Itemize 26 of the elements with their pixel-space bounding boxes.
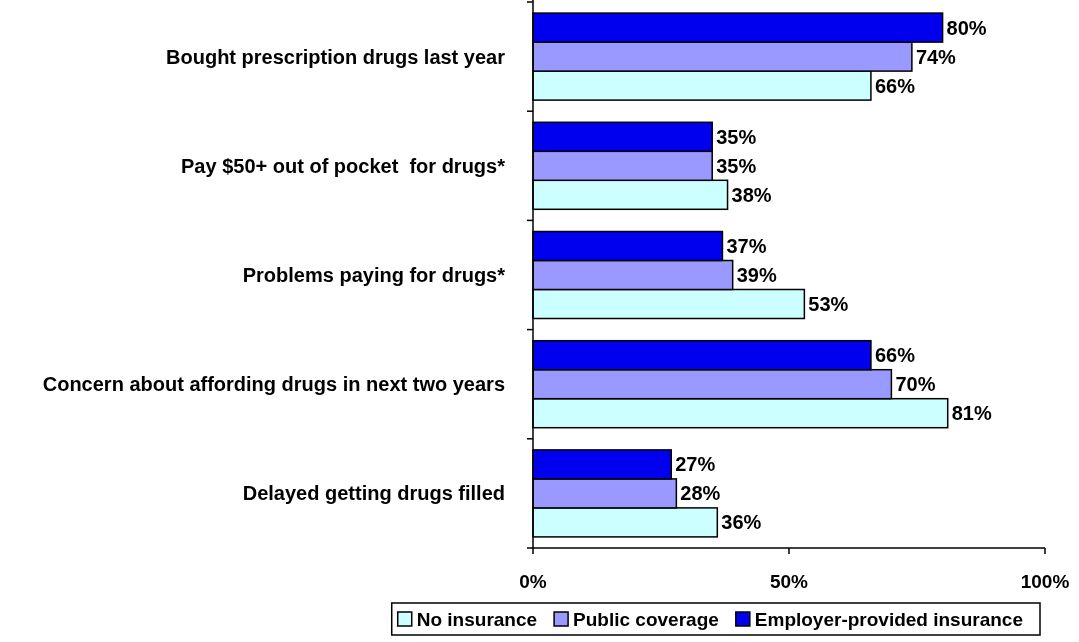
data-label: 66%: [874, 74, 916, 97]
legend-label: Employer-provided insurance: [754, 608, 1024, 630]
data-label: 80%: [946, 16, 987, 39]
x-tick-label: 100%: [1020, 571, 1070, 592]
data-label: 39%: [736, 264, 777, 286]
data-label: 35%: [716, 154, 757, 177]
y-tick-label: Bought prescription drugs last year: [166, 45, 506, 68]
data-label: 35%: [716, 125, 757, 148]
data-label: 38%: [731, 183, 772, 206]
data-label: 36%: [721, 511, 762, 534]
data-label: 70%: [895, 373, 936, 396]
x-tick-label: 0%: [519, 571, 547, 592]
y-tick-label: Concern about affording drugs in next two years: [42, 373, 505, 396]
data-label: 37%: [726, 235, 767, 257]
y-tick-label: Pay $50+ out of pocket for drugs*: [181, 154, 506, 177]
data-label: 74%: [915, 45, 957, 68]
data-label: 66%: [874, 344, 916, 367]
legend-label: Public coverage: [573, 608, 719, 630]
data-label: 28%: [680, 482, 721, 505]
data-label: 27%: [675, 453, 716, 476]
y-tick-label: Problems paying for drugs*: [242, 264, 506, 286]
y-tick-label: Delayed getting drugs filled: [242, 482, 505, 505]
data-label: 53%: [808, 293, 849, 315]
x-tick-label: 50%: [769, 571, 809, 592]
data-label: 81%: [951, 402, 992, 425]
legend-label: No insurance: [416, 608, 538, 630]
